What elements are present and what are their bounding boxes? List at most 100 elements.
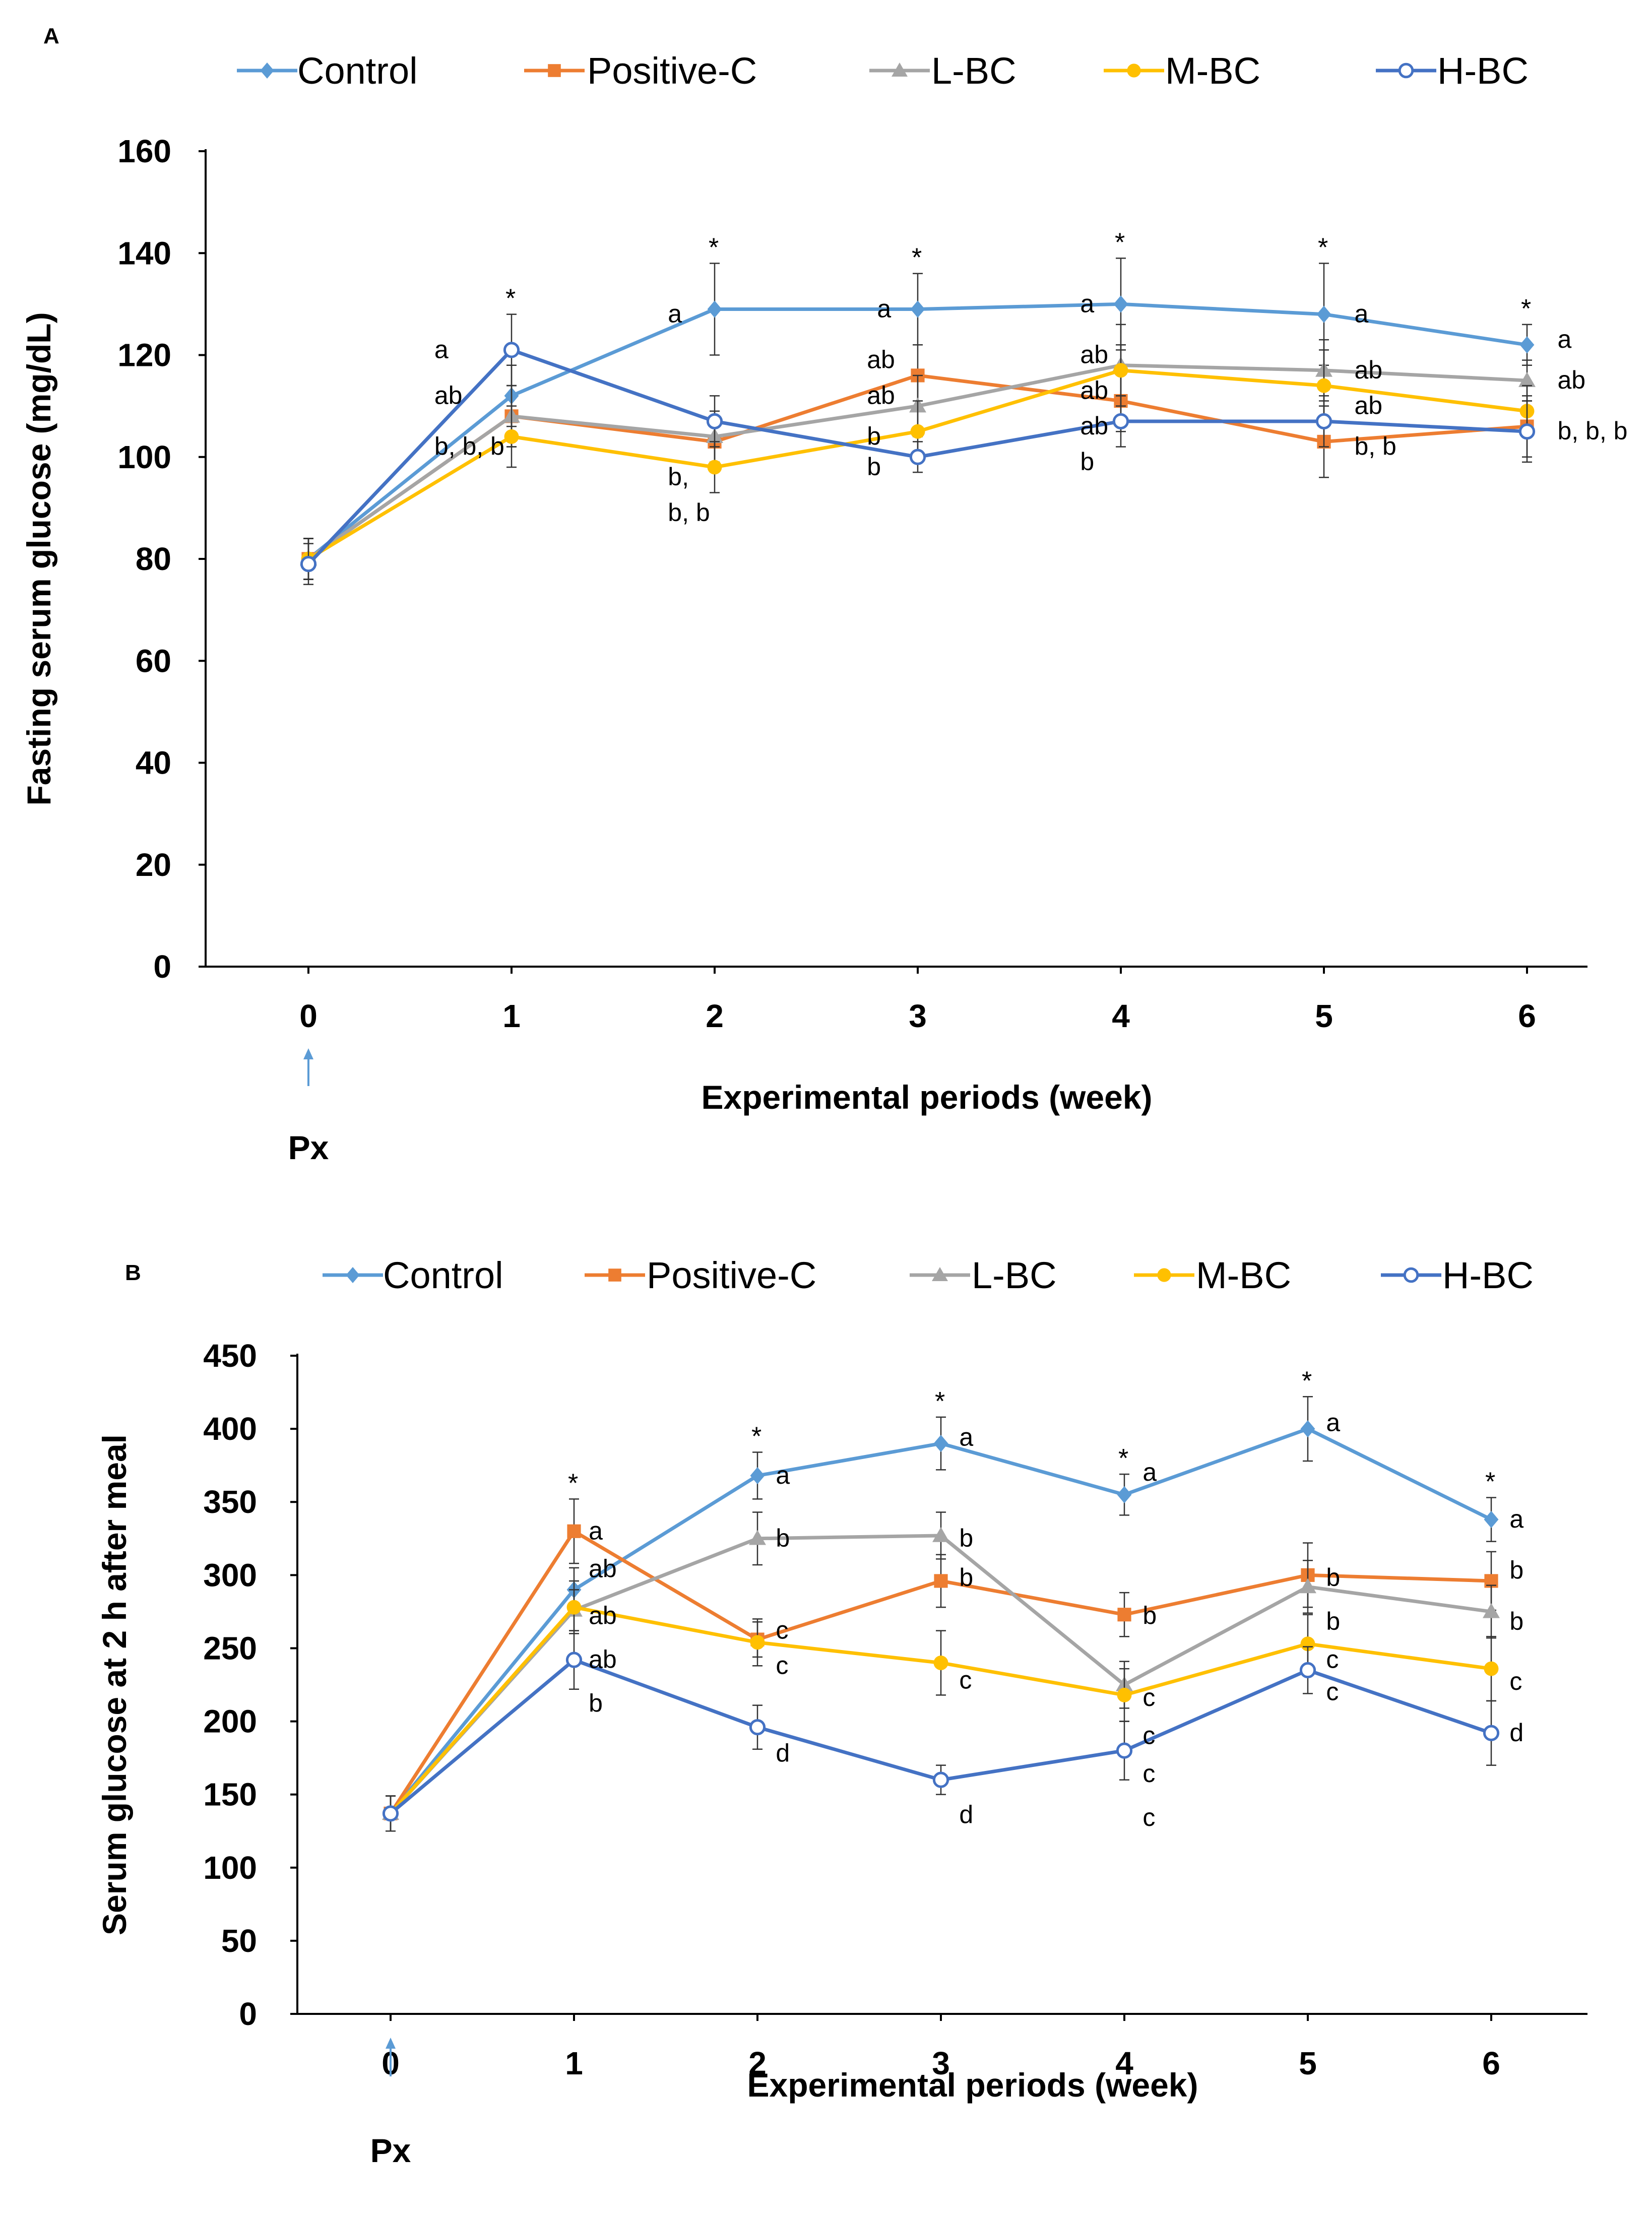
diamond-marker-icon [260, 62, 274, 79]
data-point [1117, 1608, 1131, 1622]
data-point [750, 1635, 765, 1650]
significance-letter: a [1326, 1409, 1340, 1437]
series-h-bc [300, 313, 1536, 585]
significance-letter: b [1509, 1556, 1523, 1585]
y-tick-label: 20 [136, 847, 171, 883]
data-point [300, 556, 317, 573]
arrow-up-icon [303, 1048, 313, 1059]
x-tick-label: 0 [299, 998, 317, 1034]
significance-letter: b [776, 1524, 790, 1552]
significance-letter: a [668, 300, 682, 328]
significance-star: * [1318, 233, 1328, 262]
px-annotation: Px [288, 1048, 329, 1166]
significance-letter: ab [434, 381, 463, 409]
significance-letter: b [867, 422, 881, 450]
y-tick-label: 200 [203, 1703, 257, 1740]
legend-item-l-bc: L-BC [869, 50, 1016, 92]
y-tick-label: 450 [203, 1338, 257, 1374]
significance-letter: a [1354, 300, 1368, 328]
significance-letter: ab [589, 1645, 617, 1674]
significance-letter: ab [1557, 366, 1585, 394]
panel-b-postprandial-glucose-chart: B Control Positive-C L-BC M-BC H-BC 0 50 100 150 2… [96, 1254, 1587, 2169]
panel-label: B [125, 1260, 141, 1285]
legend-item-control: Control [237, 50, 418, 92]
significance-letter: d [776, 1739, 790, 1767]
circle-marker-icon [1157, 1268, 1171, 1282]
significance-letter: b [959, 1563, 973, 1592]
data-point [1483, 1725, 1500, 1741]
square-marker-icon [608, 1269, 621, 1282]
data-point [750, 1467, 765, 1484]
circle-marker-icon [1127, 64, 1141, 78]
data-point [933, 1435, 948, 1452]
data-point [1299, 1662, 1316, 1679]
legend-item-h-bc: H-BC [1381, 1254, 1534, 1296]
y-tick-label: 100 [203, 1850, 257, 1886]
legend-label: H-BC [1437, 50, 1529, 92]
significance-letter: ab [1080, 376, 1108, 404]
x-axis-title: Experimental periods (week) [702, 1079, 1153, 1116]
legend: Control Positive-C L-BC M-BC H-BC [323, 1254, 1534, 1296]
significance-letter: d [1509, 1719, 1523, 1747]
significance-letter: ab [1080, 412, 1108, 440]
legend-item-m-bc: M-BC [1104, 50, 1260, 92]
significance-letter: b [589, 1689, 603, 1718]
data-point [1483, 1603, 1500, 1618]
x-tick-label: 4 [1115, 2045, 1133, 2081]
significance-star: * [1115, 228, 1125, 257]
data-point [567, 1524, 581, 1538]
data-point [1316, 378, 1331, 393]
legend-item-positive-c: Positive-C [585, 1254, 816, 1296]
significance-letter: c [959, 1666, 972, 1694]
data-point [504, 429, 519, 444]
legend-label: L-BC [972, 1254, 1057, 1296]
significance-letter: a [1509, 1505, 1523, 1533]
data-point [749, 1530, 766, 1545]
legend-label: Control [383, 1254, 503, 1296]
data-point [934, 1574, 948, 1588]
significance-letter: c [1509, 1667, 1522, 1695]
legend-label: L-BC [931, 50, 1016, 92]
y-tick-label: 150 [203, 1777, 257, 1813]
x-tick-label: 5 [1315, 998, 1333, 1034]
y-axis-title: Serum glucose at 2 h after meal [96, 1434, 133, 1935]
significance-star: * [709, 233, 719, 262]
data-point [1113, 363, 1128, 378]
diamond-marker-icon [346, 1267, 360, 1283]
y-axis-title: Fasting serum glucose (mg/dL) [20, 312, 57, 805]
significance-letter: c [1326, 1678, 1339, 1706]
data-point [1315, 413, 1332, 430]
data-point [1484, 1511, 1499, 1529]
x-tick-label: 3 [932, 2045, 950, 2081]
significance-letter: b, [668, 463, 689, 491]
significance-star: * [751, 1422, 761, 1451]
triangle-marker-icon [932, 1267, 948, 1281]
significance-letter: a [1080, 289, 1094, 318]
series-h-bc [382, 1630, 1500, 1832]
significance-star: * [1521, 294, 1531, 324]
legend-label: Control [297, 50, 418, 92]
significance-letter: c [1142, 1759, 1155, 1788]
y-tick-label: 400 [203, 1411, 257, 1447]
data-point [749, 1719, 766, 1736]
data-point [382, 1805, 399, 1822]
axes [296, 1354, 1587, 2015]
significance-star: * [1302, 1366, 1312, 1396]
y-tick-label: 80 [136, 541, 171, 577]
x-tick-label: 1 [502, 998, 521, 1034]
significance-letter: b, b, b [434, 432, 504, 461]
legend-item-control: Control [323, 1254, 503, 1296]
significance-letter: ab [589, 1555, 617, 1583]
data-point [910, 424, 925, 439]
significance-letter: c [776, 1616, 788, 1644]
data-point [1518, 423, 1536, 440]
x-tick-label: 2 [748, 2045, 767, 2081]
y-tick-label: 40 [136, 745, 171, 781]
data-point [1484, 1661, 1499, 1676]
data-point [909, 449, 926, 465]
significance-letter: d [959, 1800, 973, 1828]
data-point [1299, 1578, 1316, 1594]
significance-letter: b [1080, 448, 1094, 476]
significance-star: * [912, 243, 922, 273]
